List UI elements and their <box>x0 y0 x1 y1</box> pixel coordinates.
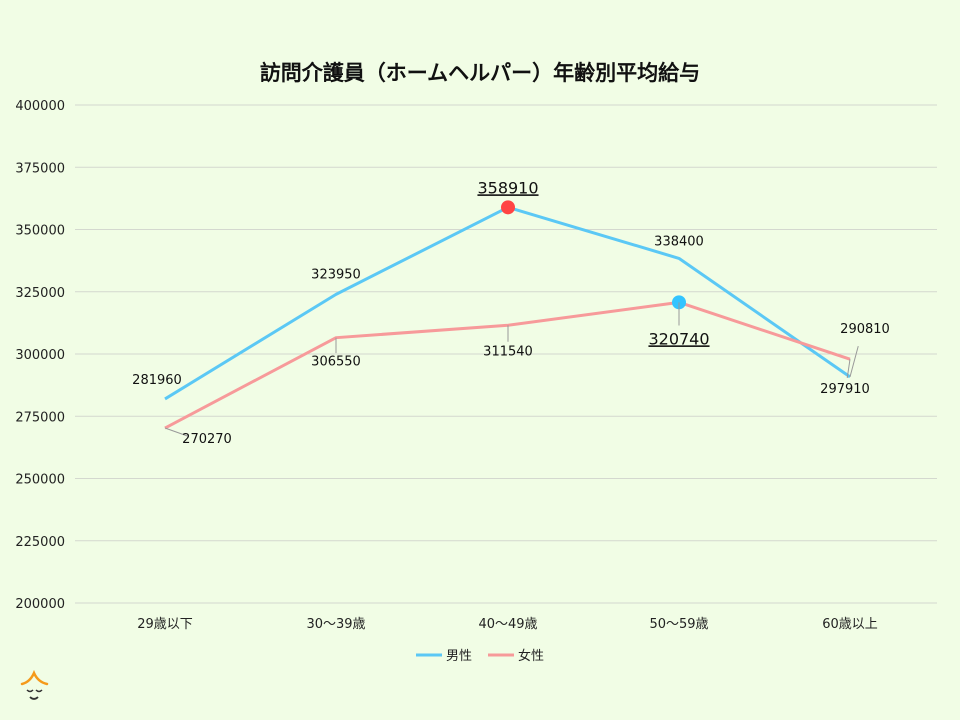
legend-label: 男性 <box>446 649 472 664</box>
data-label: 306550 <box>311 355 361 370</box>
data-label: 311540 <box>483 344 533 359</box>
y-tick-label: 350000 <box>15 224 65 239</box>
legend-label: 女性 <box>518 648 544 664</box>
data-label: 320740 <box>648 329 709 348</box>
x-tick-label: 30～39歳 <box>306 617 365 632</box>
highlight-marker <box>501 200 515 215</box>
y-tick-label: 275000 <box>15 410 65 425</box>
logo-face-icon <box>20 669 49 700</box>
y-tick-label: 300000 <box>15 348 65 363</box>
series-line-female <box>164 300 851 430</box>
x-tick-label: 50～59歳 <box>649 617 708 632</box>
data-label: 270270 <box>182 432 232 447</box>
y-tick-label: 200000 <box>15 597 65 612</box>
data-label: 323950 <box>311 267 361 282</box>
chart-title: 訪問介護員（ホームヘルパー）年齢別平均給与 <box>260 61 700 85</box>
y-tick-label: 400000 <box>15 99 65 114</box>
label-leader-line <box>846 359 851 378</box>
label-leader-line <box>849 345 859 378</box>
series-line-male <box>164 205 851 401</box>
y-tick-label: 325000 <box>15 286 65 301</box>
data-label: 281960 <box>132 373 182 388</box>
x-tick-label: 60歳以上 <box>822 617 878 632</box>
data-label: 297910 <box>820 382 870 397</box>
label-leader-line <box>164 427 189 437</box>
x-tick-label: 40～49歳 <box>478 617 537 632</box>
y-tick-label: 250000 <box>15 473 65 488</box>
data-label: 290810 <box>840 322 890 337</box>
x-tick-label: 29歳以下 <box>137 617 193 632</box>
y-tick-label: 225000 <box>15 535 65 550</box>
y-tick-label: 375000 <box>15 161 65 176</box>
data-label: 358910 <box>477 178 538 197</box>
data-label: 338400 <box>654 234 704 249</box>
